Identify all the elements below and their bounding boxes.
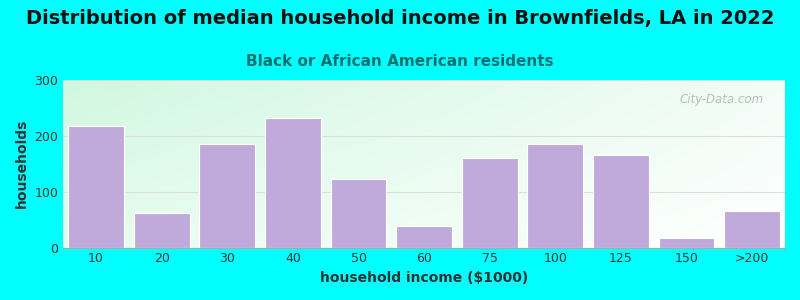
Bar (265, 118, 321, 248)
Text: Black or African American residents: Black or African American residents (246, 54, 554, 69)
Bar (658, 238, 714, 248)
Bar (330, 179, 386, 248)
Y-axis label: households: households (15, 119, 29, 208)
Bar (593, 155, 649, 248)
Bar (396, 226, 452, 248)
Bar (724, 211, 780, 248)
Text: Distribution of median household income in Brownfields, LA in 2022: Distribution of median household income … (26, 9, 774, 28)
Bar (68, 126, 124, 248)
Bar (134, 213, 190, 248)
Bar (199, 144, 255, 247)
X-axis label: household income ($1000): household income ($1000) (320, 271, 528, 285)
Bar (527, 144, 583, 247)
Bar (462, 158, 518, 247)
Text: City-Data.com: City-Data.com (679, 93, 763, 106)
